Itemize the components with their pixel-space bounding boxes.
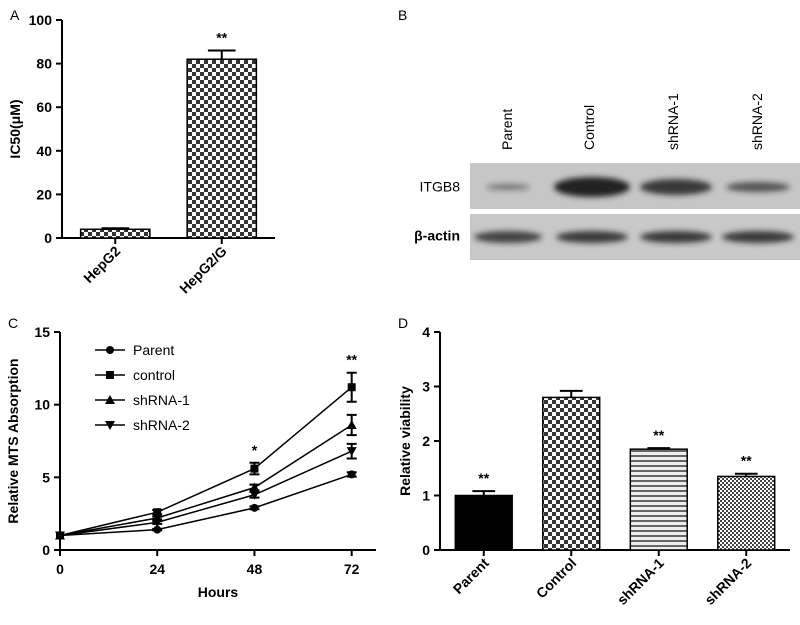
legend-label: shRNA-2 bbox=[133, 417, 190, 433]
marker bbox=[347, 383, 356, 392]
row-label: β-actin bbox=[414, 228, 460, 244]
x-tick-label: 0 bbox=[56, 561, 64, 577]
bar bbox=[186, 58, 258, 239]
significance: ** bbox=[653, 427, 664, 443]
error-bar bbox=[647, 447, 671, 450]
marker bbox=[249, 490, 260, 500]
y-tick-label: 10 bbox=[34, 397, 50, 413]
x-tick-label: shRNA-1 bbox=[614, 555, 667, 608]
bar bbox=[629, 448, 688, 551]
series-line bbox=[59, 473, 352, 537]
panel-label: C bbox=[8, 315, 18, 331]
legend-label: control bbox=[133, 367, 175, 383]
error-bar bbox=[101, 227, 130, 230]
series-line bbox=[59, 450, 352, 537]
y-axis-label: IC50(μM) bbox=[7, 99, 23, 158]
y-tick-label: 60 bbox=[36, 99, 52, 115]
x-tick-label: shRNA-2 bbox=[701, 555, 754, 608]
marker bbox=[250, 464, 259, 473]
y-tick-label: 0 bbox=[42, 542, 50, 558]
series-line bbox=[59, 386, 353, 537]
marker bbox=[249, 482, 260, 492]
significance: ** bbox=[346, 352, 357, 368]
error-bar bbox=[559, 389, 583, 398]
x-tick-label: HepG2 bbox=[80, 243, 123, 286]
legend-label: shRNA-1 bbox=[133, 392, 190, 408]
significance: ** bbox=[741, 453, 752, 469]
x-tick-label: Parent bbox=[450, 555, 492, 597]
lane-label: Control bbox=[581, 105, 597, 150]
marker bbox=[55, 531, 65, 541]
lane-label: Parent bbox=[499, 109, 515, 150]
y-tick-label: 0 bbox=[422, 542, 430, 558]
y-tick-label: 40 bbox=[36, 143, 52, 159]
marker bbox=[347, 470, 356, 479]
panel-label: A bbox=[10, 7, 20, 23]
y-tick-label: 1 bbox=[422, 488, 430, 504]
legend-marker bbox=[106, 346, 114, 354]
bands bbox=[474, 177, 794, 243]
y-tick-label: 2 bbox=[422, 433, 430, 449]
y-axis-label: Relative viability bbox=[397, 386, 413, 496]
y-tick-label: 20 bbox=[36, 186, 52, 202]
error-bar bbox=[207, 49, 236, 60]
y-tick-label: 100 bbox=[29, 12, 53, 28]
bar bbox=[717, 475, 776, 551]
y-tick-label: 80 bbox=[36, 56, 52, 72]
legend-marker bbox=[106, 371, 114, 379]
marker bbox=[153, 508, 162, 517]
significance: * bbox=[252, 442, 258, 458]
error-bar bbox=[472, 490, 496, 496]
y-axis-label: Relative MTS Absorption bbox=[5, 358, 21, 523]
marker bbox=[152, 518, 163, 528]
y-tick-label: 3 bbox=[422, 379, 430, 395]
lane-label: shRNA-1 bbox=[665, 93, 681, 150]
significance: ** bbox=[216, 30, 227, 46]
series-line bbox=[59, 424, 353, 537]
lane-label: shRNA-2 bbox=[749, 93, 765, 150]
legend-label: Parent bbox=[133, 342, 174, 358]
marker bbox=[250, 503, 259, 512]
x-tick-label: Control bbox=[533, 555, 580, 602]
x-axis-label: Hours bbox=[198, 584, 239, 600]
marker bbox=[153, 525, 162, 534]
row-label: ITGB8 bbox=[420, 179, 461, 195]
y-tick-label: 15 bbox=[34, 324, 50, 340]
y-tick-label: 4 bbox=[422, 324, 430, 340]
panel-label: D bbox=[398, 315, 408, 331]
marker bbox=[346, 447, 357, 457]
panel-label: B bbox=[398, 7, 407, 23]
legend-marker bbox=[105, 421, 115, 430]
significance: ** bbox=[478, 470, 489, 486]
x-tick-label: 48 bbox=[247, 561, 263, 577]
y-tick-label: 0 bbox=[44, 230, 52, 246]
x-tick-label: HepG2/G bbox=[176, 243, 230, 297]
x-tick-label: 72 bbox=[344, 561, 360, 577]
error-bar bbox=[734, 472, 758, 477]
bar bbox=[454, 494, 513, 551]
x-tick-label: 24 bbox=[149, 561, 165, 577]
blot-panel: B Parent Control shRNA-1 shRNA-2 ITGB8 β… bbox=[398, 7, 800, 260]
bar bbox=[79, 228, 151, 239]
y-tick-label: 5 bbox=[42, 469, 50, 485]
legend-marker bbox=[105, 395, 115, 404]
bar bbox=[542, 396, 601, 551]
marker bbox=[346, 420, 357, 430]
